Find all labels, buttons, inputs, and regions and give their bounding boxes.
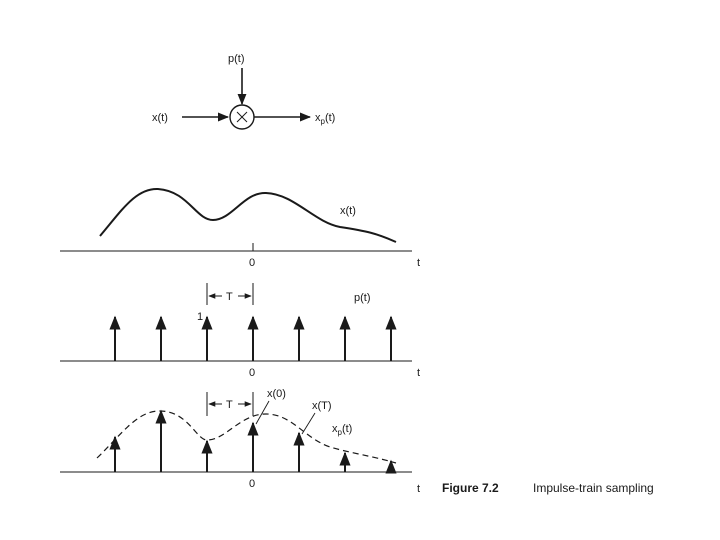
sampleT-label: x(T) <box>312 400 332 412</box>
caption-text: Impulse-train sampling <box>533 481 654 495</box>
sampled-envelope <box>96 410 397 464</box>
signal-curve <box>99 187 397 243</box>
sampled-axis-label: t <box>417 483 420 495</box>
signal-panel: x(t) 0 t <box>60 187 420 269</box>
train-period-label: T <box>226 291 233 303</box>
signal-curve-label: x(t) <box>340 205 356 217</box>
train-amplitude-label: 1 <box>197 311 203 323</box>
output-label: xp(t) <box>315 112 335 126</box>
train-label: p(t) <box>354 292 371 304</box>
multiplier-diagram: p(t) x(t) xp(t) <box>152 53 335 130</box>
train-panel: T 1 p(t) 0 t <box>60 283 420 379</box>
caption-number: Figure 7.2 <box>442 481 499 495</box>
figure-caption: Figure 7.2 Impulse-train sampling <box>442 481 654 495</box>
sample0-pointer <box>255 400 270 425</box>
signal-axis-label: t <box>417 257 420 269</box>
sampled-period-label: T <box>226 399 233 411</box>
input-label: x(t) <box>152 112 168 124</box>
sampled-panel: T x(0) x(T) xp(t) 0 t <box>60 388 420 495</box>
sampled-signal-label: xp(t) <box>332 423 352 437</box>
sampled-origin-label: 0 <box>249 478 255 490</box>
train-period-marker <box>206 283 254 305</box>
sampled-period-marker <box>206 392 254 416</box>
sample0-label: x(0) <box>267 388 286 400</box>
train-axis-label: t <box>417 367 420 379</box>
sampleT-pointer <box>301 412 316 435</box>
train-origin-label: 0 <box>249 367 255 379</box>
signal-origin-label: 0 <box>249 257 255 269</box>
carrier-label: p(t) <box>228 53 245 65</box>
multiplier-icon <box>229 104 255 130</box>
train-impulses <box>109 315 397 361</box>
sampled-impulses <box>109 409 397 474</box>
